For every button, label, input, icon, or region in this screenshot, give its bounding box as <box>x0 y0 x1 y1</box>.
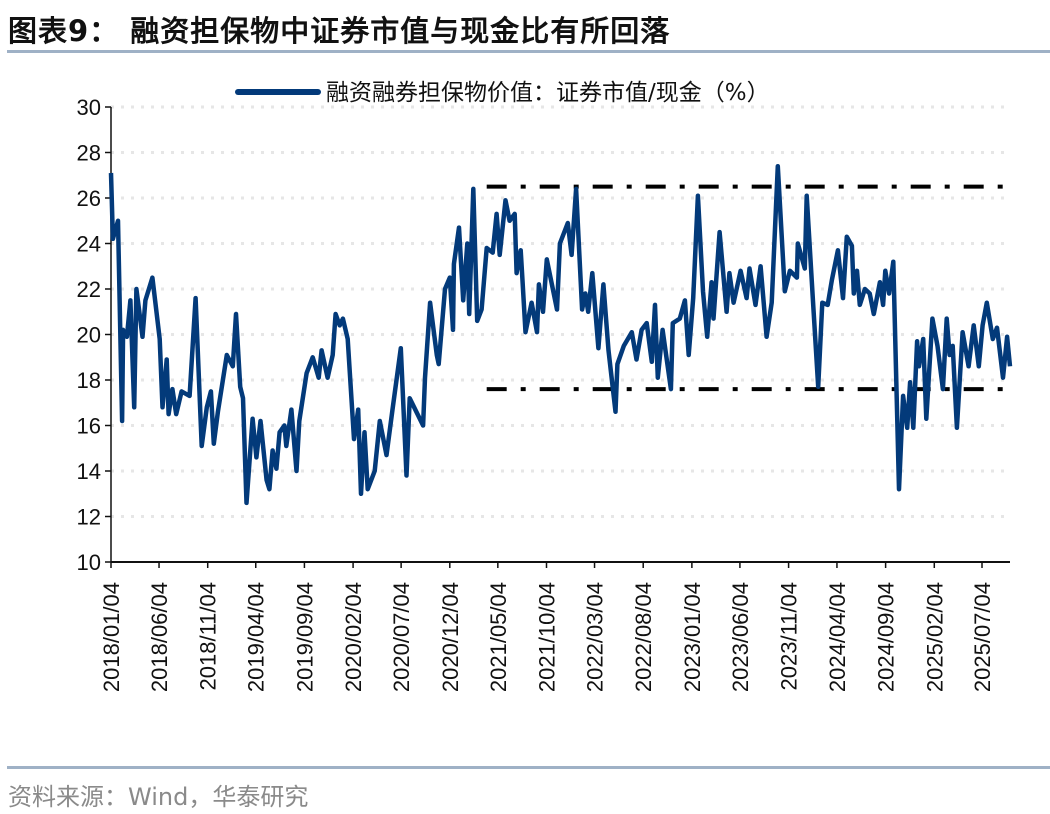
y-tick-label: 12 <box>77 505 101 530</box>
x-tick-label: 2018/01/04 <box>99 582 124 692</box>
y-tick-label: 14 <box>77 459 101 484</box>
footer-divider <box>7 766 1050 769</box>
x-tick-label: 2021/10/04 <box>535 582 560 692</box>
x-axis: 2018/01/04 2018/06/04 2018/11/04 2019/04/04… <box>99 561 1010 692</box>
y-tick-label: 24 <box>77 232 101 257</box>
x-tick-label: 2020/12/04 <box>438 582 463 692</box>
x-tick-label: 2020/02/04 <box>341 582 366 692</box>
y-tick-label: 20 <box>77 323 101 348</box>
y-tick-label: 26 <box>77 186 101 211</box>
x-tick-label: 2019/04/04 <box>244 582 269 692</box>
x-tick-label: 2019/09/04 <box>292 582 317 692</box>
x-tick-label: 2023/11/04 <box>777 582 802 690</box>
legend-label: 融资融券担保物价值：证券市值/现金（%） <box>326 80 770 106</box>
y-axis: 10 12 14 16 18 20 22 24 26 28 30 <box>77 95 112 575</box>
y-tick-label: 30 <box>77 95 101 120</box>
source-note: 资料来源：Wind，华泰研究 <box>8 783 309 811</box>
series-layer <box>108 163 1013 506</box>
series-line <box>108 163 1013 506</box>
figure-title: 图表9： 融资担保物中证券市值与现金比有所回落 <box>8 14 671 48</box>
x-tick-label: 2024/09/04 <box>874 582 899 692</box>
x-tick-label: 2023/01/04 <box>680 582 705 692</box>
y-tick-label: 10 <box>77 550 101 575</box>
x-tick-label: 2018/11/04 <box>196 582 221 690</box>
x-tick-label: 2024/04/04 <box>825 582 850 692</box>
x-tick-label: 2025/02/04 <box>922 582 947 692</box>
y-tick-label: 18 <box>77 368 101 393</box>
title-divider <box>7 50 1050 53</box>
x-tick-label: 2021/05/04 <box>486 582 511 692</box>
y-tick-label: 16 <box>77 414 101 439</box>
legend: 融资融券担保物价值：证券市值/现金（%） <box>235 80 770 106</box>
x-tick-label: 2022/08/04 <box>631 582 656 692</box>
x-tick-label: 2018/06/04 <box>147 582 172 692</box>
reference-lines <box>486 184 1010 392</box>
y-tick-label: 28 <box>77 141 101 166</box>
x-tick-label: 2023/06/04 <box>728 582 753 692</box>
x-tick-label: 2022/03/04 <box>583 582 608 692</box>
x-tick-label: 2020/07/04 <box>389 582 414 692</box>
x-tick-label: 2025/07/04 <box>970 582 995 692</box>
y-tick-label: 22 <box>77 277 101 302</box>
